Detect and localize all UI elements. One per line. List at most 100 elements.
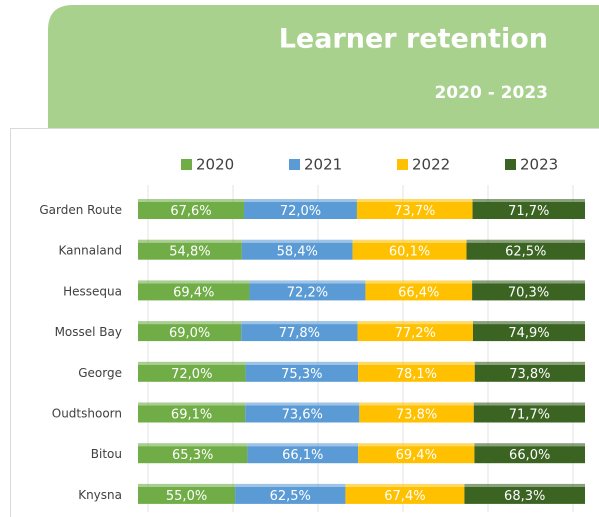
data-label: 67,4% [384, 489, 425, 504]
data-label: 75,3% [281, 367, 322, 382]
legend-swatch [181, 159, 192, 170]
bar-segment [138, 242, 242, 260]
y-tick-label: Garden Route [39, 203, 122, 217]
bar-shade [358, 361, 475, 365]
data-label: 69,4% [396, 448, 437, 463]
legend-swatch [289, 159, 300, 170]
bar-shade [474, 443, 585, 447]
bar-shade [138, 239, 242, 243]
chart-title: Learner retention [279, 24, 548, 55]
y-tick-label: George [78, 366, 122, 380]
bar-shade [244, 199, 357, 202]
y-tick-label: Bitou [91, 447, 122, 461]
data-label: 71,7% [509, 408, 550, 423]
data-label: 62,5% [505, 245, 546, 260]
bar-shade [245, 361, 359, 365]
bar-shade [472, 280, 585, 284]
data-label: 72,0% [171, 367, 212, 382]
data-label: 65,3% [172, 448, 213, 463]
bar-segment [245, 364, 359, 382]
bar-segment [138, 446, 248, 464]
data-label: 77,8% [279, 326, 320, 341]
data-label: 71,7% [508, 204, 549, 219]
bar-shade [365, 280, 473, 284]
bar-shade [138, 402, 246, 406]
bar-segment [138, 486, 236, 504]
bar-shade [472, 199, 585, 202]
bar-shade [474, 361, 585, 365]
data-label: 74,9% [508, 326, 549, 341]
bar-segment [356, 202, 473, 219]
bar-segment [359, 405, 474, 423]
data-label: 69,4% [173, 285, 214, 300]
legend-swatch [397, 159, 408, 170]
data-label: 68,3% [504, 489, 545, 504]
bar-segment [138, 324, 242, 342]
bar-shade [138, 361, 246, 365]
bar-segment [474, 446, 585, 464]
bar-shade [345, 483, 465, 487]
data-label: 69,0% [169, 326, 210, 341]
bar-shade [249, 280, 366, 284]
bar-shade [247, 443, 359, 447]
y-tick-label: Kannaland [59, 244, 123, 258]
data-label: 58,4% [277, 245, 318, 260]
bar-segment [345, 486, 465, 504]
bar-segment [472, 283, 585, 301]
bar-shade [357, 321, 473, 325]
data-label: 77,2% [395, 326, 436, 341]
bar-shade [138, 443, 248, 447]
bar-shade [241, 239, 353, 243]
chart-subtitle: 2020 - 2023 [434, 83, 548, 103]
bar-segment [358, 364, 475, 382]
bar-segment [247, 446, 359, 464]
bar-shade [356, 199, 473, 202]
data-label: 72,0% [280, 204, 321, 219]
data-label: 72,2% [287, 285, 328, 300]
header-banner [48, 5, 599, 128]
y-tick-label: Knysna [78, 488, 122, 502]
data-label: 78,1% [396, 367, 437, 382]
bar-segment [138, 202, 245, 219]
bar-segment [466, 242, 585, 260]
bar-segment [244, 202, 357, 219]
bar-segment [472, 324, 585, 342]
data-label: 69,1% [171, 408, 212, 423]
bar-segment [464, 486, 585, 504]
legend-label: 2021 [304, 156, 342, 174]
bar-shade [138, 199, 245, 202]
data-label: 60,1% [389, 245, 430, 260]
bar-shade [472, 321, 585, 325]
bar-shade [464, 483, 585, 487]
data-label: 73,6% [282, 408, 323, 423]
bar-segment [235, 486, 346, 504]
data-label: 66,0% [509, 448, 550, 463]
bar-shade [241, 321, 358, 325]
bar-shade [235, 483, 346, 487]
legend-swatch [505, 159, 516, 170]
y-tick-label: Mossel Bay [55, 325, 122, 339]
data-label: 55,0% [166, 489, 207, 504]
y-tick-label: Oudtshoorn [52, 407, 122, 421]
bar-segment [365, 283, 473, 301]
data-label: 66,1% [282, 448, 323, 463]
data-label: 66,4% [398, 285, 439, 300]
data-label: 73,8% [396, 408, 437, 423]
bar-segment [245, 405, 360, 423]
legend-label: 2020 [196, 156, 234, 174]
bar-shade [138, 321, 242, 325]
bar-shade [358, 443, 475, 447]
data-label: 70,3% [508, 285, 549, 300]
bar-segment [472, 202, 585, 219]
bar-shade [359, 402, 474, 406]
y-tick-label: Hessequa [63, 284, 122, 298]
bar-shade [138, 280, 250, 284]
bar-segment [138, 364, 246, 382]
legend-label: 2023 [520, 156, 558, 174]
bar-segment [138, 283, 250, 301]
bar-segment [473, 405, 585, 423]
chart-frame [10, 128, 599, 517]
data-label: 62,5% [270, 489, 311, 504]
data-label: 73,8% [509, 367, 550, 382]
